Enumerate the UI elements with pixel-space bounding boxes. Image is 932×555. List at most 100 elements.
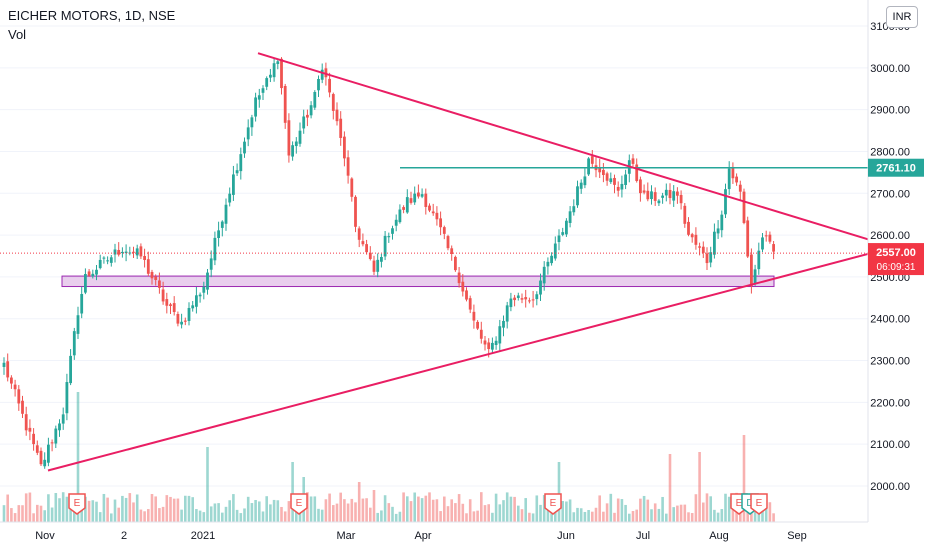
volume-bar (668, 454, 672, 522)
candle (420, 188, 424, 199)
candle (653, 187, 657, 206)
candle-body (198, 294, 202, 297)
volume-bar (132, 502, 135, 522)
candle (198, 292, 202, 303)
candle (269, 68, 272, 83)
volume-bar (491, 512, 494, 522)
candle (354, 195, 357, 233)
candle-body (528, 300, 531, 302)
candle-body (106, 260, 109, 262)
volume-bar (372, 490, 376, 522)
volume-bar (228, 500, 231, 522)
candle-body (98, 259, 102, 269)
trendline-upper[interactable] (257, 52, 869, 241)
candle-body (202, 286, 206, 293)
volume-bar (317, 508, 320, 522)
time-tick-label: Apr (414, 530, 431, 542)
volume-bar (542, 495, 546, 522)
candle (616, 181, 620, 197)
volume-bar (206, 447, 209, 522)
volume-bar (10, 508, 13, 522)
candle-body (705, 253, 709, 264)
candle (716, 220, 720, 239)
support-zone-layer (61, 275, 775, 288)
candle-body (716, 228, 720, 234)
candle (195, 287, 198, 314)
candle (650, 185, 653, 205)
currency-button[interactable]: INR (886, 6, 918, 28)
candle (368, 246, 372, 261)
candle-body (376, 259, 380, 272)
candle (687, 217, 690, 237)
volume-bar (2, 505, 6, 522)
candle-body (232, 174, 235, 195)
candle-body (47, 444, 50, 463)
candle-body (483, 340, 487, 345)
drawing-lines[interactable] (0, 52, 869, 472)
candle-body (10, 377, 13, 384)
volume-bar (454, 503, 457, 522)
price-tick-label: 3000.00 (870, 63, 910, 75)
volume-bar (594, 507, 598, 522)
marker-shape (750, 493, 768, 515)
candle-body (132, 251, 135, 253)
candle-body (420, 194, 424, 197)
candle (398, 204, 402, 224)
candle (2, 357, 6, 375)
price-tick-label: 2000.00 (870, 481, 910, 493)
candle (454, 255, 457, 272)
candle (565, 218, 568, 237)
candle-body (683, 205, 687, 224)
volume-bar (613, 512, 616, 522)
volume-bar (509, 496, 513, 522)
volume-bar (679, 504, 683, 522)
candle-body (753, 269, 757, 284)
volume-bar (494, 493, 498, 522)
volume-bar (761, 503, 764, 522)
candle (317, 75, 320, 97)
candle-body (158, 280, 161, 288)
earnings-marker[interactable]: E (68, 493, 86, 515)
candle-body (701, 246, 705, 253)
candle (306, 109, 309, 127)
candle-body (191, 305, 195, 309)
volume-bar (39, 505, 43, 522)
support-zone[interactable] (61, 275, 775, 288)
earnings-marker[interactable]: E (290, 493, 308, 515)
earnings-marker[interactable]: E (750, 493, 768, 515)
candle-body (117, 249, 121, 255)
candle-body (491, 342, 494, 350)
candle (568, 206, 572, 228)
candle (483, 336, 487, 351)
candle (47, 437, 50, 467)
volume-bar (380, 510, 383, 522)
candle (761, 233, 764, 253)
candle-body (206, 272, 209, 290)
candle (283, 83, 287, 129)
trendline-lower[interactable] (47, 252, 869, 472)
candle (524, 289, 528, 308)
volume-bar (195, 509, 198, 522)
candle-body (731, 166, 735, 179)
candle-body (454, 256, 457, 271)
candle-body (32, 433, 35, 445)
earnings-marker[interactable]: E (544, 493, 562, 515)
candle-body (720, 214, 724, 231)
candle (498, 319, 502, 352)
candle (165, 292, 169, 314)
candle (139, 243, 143, 260)
candle (727, 161, 731, 195)
candle (431, 203, 435, 216)
candle-body (472, 311, 476, 321)
candle (17, 385, 21, 411)
candle-body (764, 235, 768, 237)
candle-body (387, 236, 391, 238)
volume-bar (398, 511, 402, 522)
candle-body (750, 254, 753, 287)
volume-bar (209, 506, 213, 522)
candle-body (668, 189, 672, 199)
candle-body (557, 235, 561, 243)
